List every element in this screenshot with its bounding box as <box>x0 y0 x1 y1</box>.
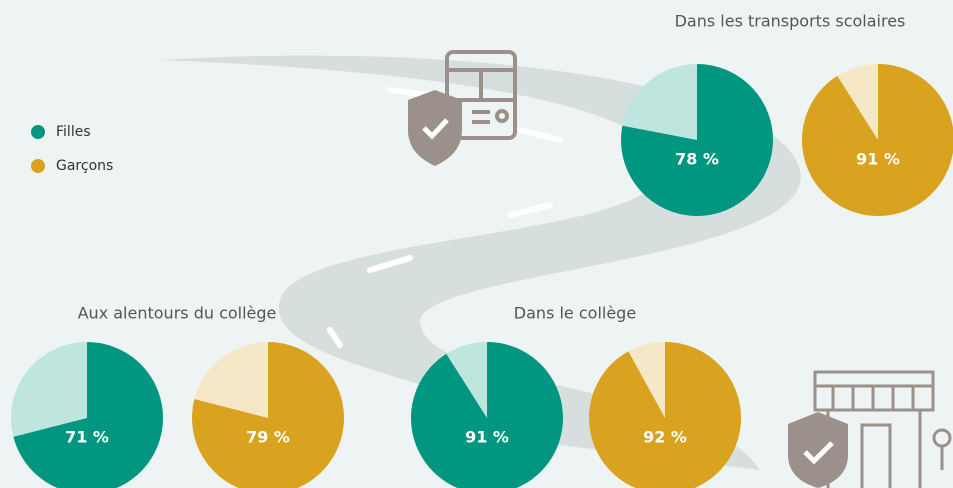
chart-title: Dans le collège <box>514 304 636 323</box>
school-icon <box>788 370 952 488</box>
data-label: 92 % <box>643 428 687 447</box>
legend-label: Filles <box>56 124 91 140</box>
pie-slice <box>411 342 563 488</box>
pie-slice <box>620 64 773 216</box>
chart-title: Dans les transports scolaires <box>675 12 906 31</box>
pie-slice <box>192 342 344 488</box>
road <box>160 55 801 471</box>
pie-slice <box>802 64 953 216</box>
legend-label: Garçons <box>56 158 113 174</box>
pie-slice <box>13 342 163 488</box>
chart-title: Aux alentours du collège <box>78 304 277 323</box>
data-label: 78 % <box>675 150 719 169</box>
pie-slice <box>589 342 741 488</box>
legend: Filles Garçons <box>31 124 113 174</box>
data-label: 91 % <box>856 150 900 169</box>
data-label: 91 % <box>465 428 509 447</box>
data-label: 71 % <box>65 428 109 447</box>
legend-swatch <box>31 159 45 173</box>
bus-icon <box>408 50 517 166</box>
data-label: 79 % <box>246 428 290 447</box>
legend-swatch <box>31 125 45 139</box>
